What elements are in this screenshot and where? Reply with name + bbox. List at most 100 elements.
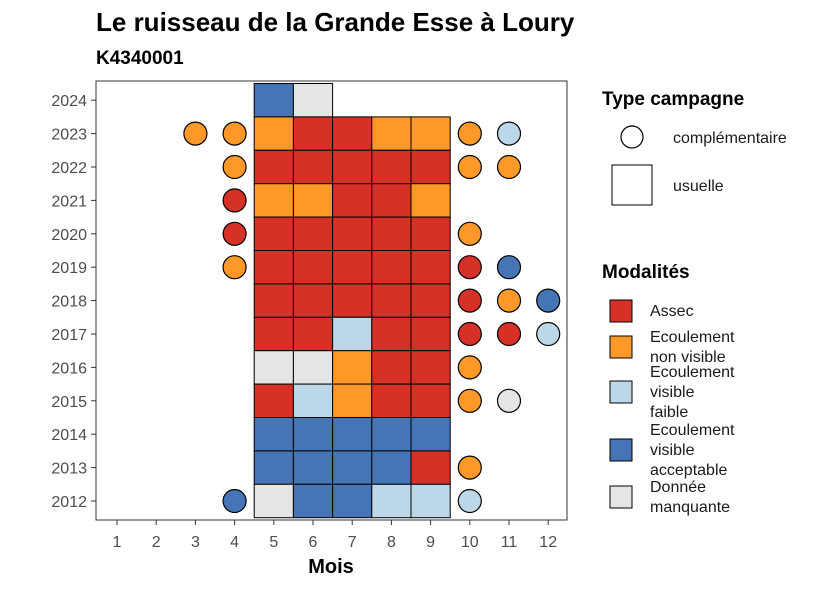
tile-2020-7	[332, 216, 373, 252]
tile-2023-6	[292, 116, 334, 151]
point-2022-4	[222, 154, 247, 180]
y-tick-label-2013: 2013	[51, 461, 87, 478]
point-2019-11	[496, 255, 522, 280]
point-2023-10	[457, 121, 482, 146]
point-2015-10	[457, 388, 482, 413]
legend-campaign-circle-key	[620, 125, 644, 149]
tile-2021-9	[410, 183, 451, 218]
tile-2016-8	[371, 350, 412, 385]
x-tick-label-10: 10	[461, 534, 479, 551]
axes: 1 2 3 4 5 6 7 8 9 10 11 122012201320142015201620172…	[51, 93, 557, 551]
point-2022-10	[457, 154, 482, 180]
tile-2021-5	[253, 183, 294, 218]
tile-2022-6	[292, 149, 334, 185]
point-2018-12	[536, 288, 561, 313]
x-tick-label-5: 5	[269, 534, 278, 551]
tile-2015-9	[410, 383, 451, 419]
point-2016-10	[457, 355, 482, 380]
tile-2015-5	[253, 383, 294, 419]
tile-2017-6	[292, 316, 334, 352]
tile-2015-7	[332, 383, 373, 419]
x-tick-label-9: 9	[426, 534, 435, 551]
legend-modalites-swatch-3	[609, 438, 633, 462]
legend-modalites-swatch-2	[609, 380, 633, 404]
x-tick-label-4: 4	[230, 534, 239, 551]
legend-modalites-label-0-0: Assec	[650, 303, 694, 320]
tile-2022-9	[410, 149, 451, 185]
tile-2018-8	[371, 283, 412, 318]
tile-2013-6	[292, 450, 334, 485]
y-tick-label-2024: 2024	[51, 93, 87, 110]
y-tick-label-2016: 2016	[51, 360, 87, 377]
y-tick-label-2020: 2020	[51, 227, 87, 244]
point-2017-10	[457, 321, 482, 347]
chart-title: Le ruisseau de la Grande Esse à Loury	[96, 7, 575, 37]
tile-2019-5	[253, 250, 294, 285]
tile-2019-9	[410, 250, 451, 285]
tile-2019-8	[371, 250, 412, 285]
point-2013-10	[457, 455, 482, 480]
tile-2021-6	[292, 183, 334, 218]
tile-2023-8	[371, 116, 412, 151]
tile-2022-7	[332, 149, 373, 185]
chart-subtitle: K4340001	[96, 48, 184, 69]
legend-modalites-label-3-0: Ecoulement	[650, 422, 735, 439]
tile-2018-9	[410, 283, 451, 318]
tile-2021-7	[332, 183, 373, 218]
y-tick-label-2021: 2021	[51, 193, 87, 210]
y-tick-label-2012: 2012	[51, 494, 87, 511]
point-2015-11	[496, 388, 522, 413]
legend-modalites-swatch-4	[609, 485, 633, 509]
legend-modalites-swatch-0	[609, 299, 633, 323]
x-tick-label-3: 3	[191, 534, 200, 551]
tile-2014-8	[371, 417, 412, 452]
tile-2013-5	[253, 450, 294, 485]
y-tick-label-2014: 2014	[51, 427, 87, 444]
legend-campaign-square-key	[611, 164, 653, 206]
point-2017-12	[536, 321, 561, 347]
legend-modalites-label-3-2: acceptable	[650, 462, 727, 479]
legend-campaign-label-1: usuelle	[673, 178, 724, 195]
legend-modalites-label-2-0: Ecoulement	[650, 364, 735, 381]
point-2021-4	[222, 188, 247, 213]
y-tick-label-2019: 2019	[51, 260, 87, 277]
tile-2014-9	[410, 417, 451, 452]
y-tick-label-2018: 2018	[51, 294, 87, 311]
tile-2014-7	[332, 417, 373, 452]
tile-2024-6	[292, 83, 334, 118]
point-2017-11	[496, 321, 522, 347]
tile-2020-5	[253, 216, 294, 252]
tile-2020-9	[410, 216, 451, 252]
tile-2012-8	[371, 483, 412, 519]
x-tick-label-11: 11	[501, 534, 518, 551]
legend-modalites-swatch-1	[609, 335, 633, 359]
tile-2016-6	[292, 350, 334, 385]
x-tick-label-12: 12	[539, 534, 557, 551]
tile-2014-6	[292, 417, 334, 452]
tile-2012-7	[332, 483, 373, 519]
y-tick-label-2015: 2015	[51, 394, 87, 411]
point-2012-10	[457, 488, 482, 514]
tile-2018-5	[253, 283, 294, 318]
x-tick-label-6: 6	[309, 534, 318, 551]
y-tick-label-2017: 2017	[51, 327, 87, 344]
tile-2013-8	[371, 450, 412, 485]
tile-2019-6	[292, 250, 334, 285]
tile-2021-8	[371, 183, 412, 218]
tile-2023-5	[253, 116, 294, 151]
x-tick-label-7: 7	[348, 534, 357, 551]
tile-2023-9	[410, 116, 451, 151]
tile-2014-5	[253, 417, 294, 452]
x-tick-label-2: 2	[152, 534, 161, 551]
tile-2017-9	[410, 316, 451, 352]
point-2022-11	[496, 154, 522, 180]
tile-2017-7	[332, 316, 373, 352]
point-2019-4	[222, 255, 247, 280]
point-2020-10	[457, 221, 482, 246]
tile-2019-7	[332, 250, 373, 285]
tile-2016-9	[410, 350, 451, 385]
tile-2018-7	[332, 283, 373, 318]
tile-2022-8	[371, 149, 412, 185]
point-2018-11	[496, 288, 522, 313]
